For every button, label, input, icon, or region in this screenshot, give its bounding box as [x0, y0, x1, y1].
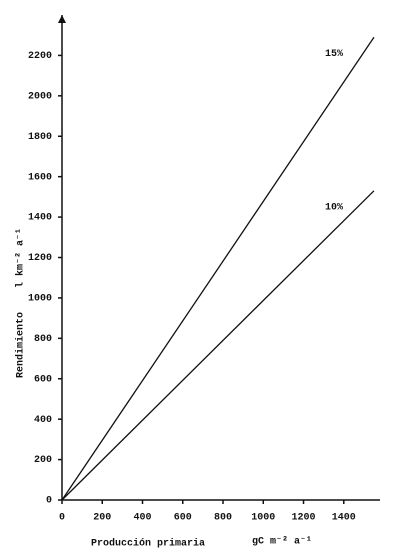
x-tick-label: 200	[93, 513, 111, 524]
y-tick-label: 2200	[28, 51, 52, 62]
y-tick-label: 0	[46, 496, 52, 507]
y-tick-label: 1600	[28, 172, 52, 183]
y-axis-unit: l km⁻² a⁻¹	[15, 228, 27, 288]
y-tick-label: 800	[34, 334, 52, 345]
series-line	[61, 190, 375, 501]
series-line	[61, 36, 375, 501]
y-axis-arrow	[58, 15, 66, 23]
x-tick-label: 1200	[292, 513, 316, 524]
y-tick-label: 1200	[28, 253, 52, 264]
x-tick-label: 1000	[251, 513, 275, 524]
y-tick-label: 600	[34, 374, 52, 385]
y-tick-label: 400	[34, 415, 52, 426]
y-tick-label: 200	[34, 455, 52, 466]
y-axis-label: Rendimiento	[15, 312, 27, 378]
y-tick-label: 1800	[28, 132, 52, 143]
x-tick-label: 0	[59, 513, 65, 524]
y-tick-label: 1000	[28, 294, 52, 305]
y-tick-label: 1400	[28, 213, 52, 224]
series-label: 10%	[325, 202, 343, 213]
x-axis-unit: gC m⁻² a⁻¹	[252, 537, 312, 548]
x-tick-label: 1400	[332, 513, 356, 524]
x-axis-label: Producción primaria	[91, 538, 205, 550]
x-tick-label: 400	[133, 513, 151, 524]
series-label: 15%	[325, 49, 343, 60]
x-tick-label: 800	[214, 513, 232, 524]
x-tick-label: 600	[174, 513, 192, 524]
y-tick-label: 2000	[28, 91, 52, 102]
